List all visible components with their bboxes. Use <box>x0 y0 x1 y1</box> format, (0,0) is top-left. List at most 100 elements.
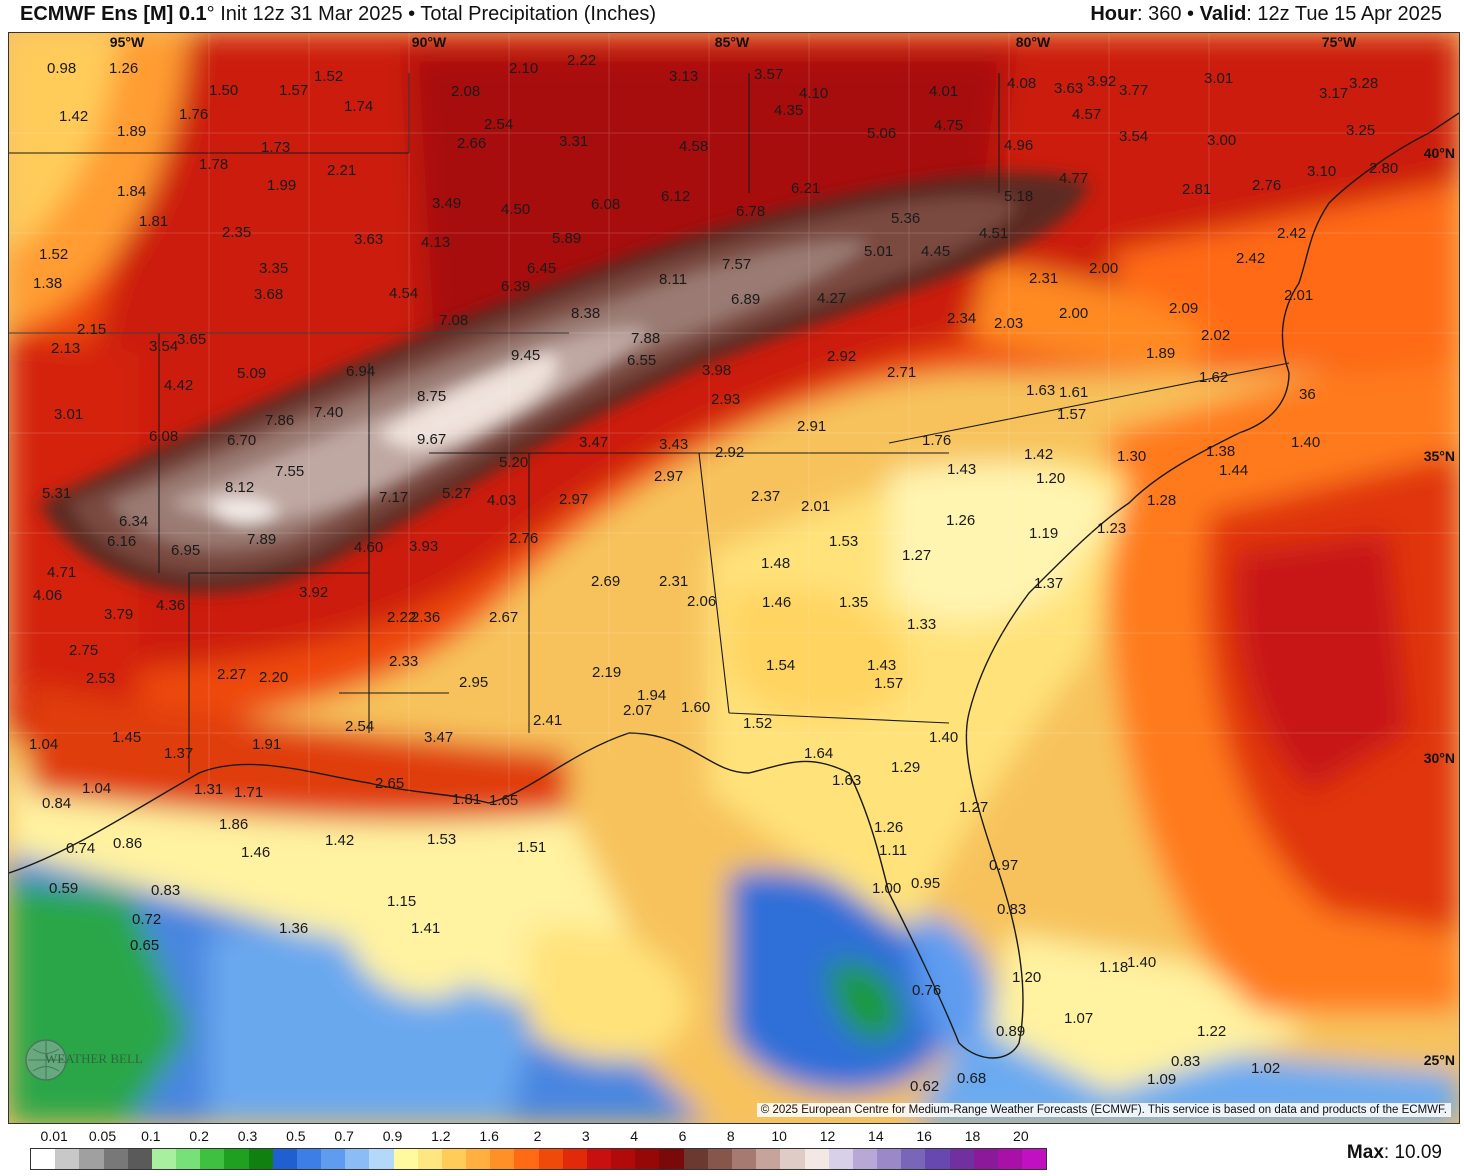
legend-swatch <box>393 1149 418 1169</box>
precip-value: 4.50 <box>501 201 530 218</box>
precip-value: 0.59 <box>49 880 78 897</box>
legend-swatch <box>31 1149 56 1169</box>
precip-value: 3.77 <box>1119 82 1148 99</box>
precip-value: 1.94 <box>637 687 666 704</box>
precip-value: 7.89 <box>247 531 276 548</box>
precip-value-labels: 0.98 1.26 1.52 1.50 1.57 1.74 2.10 2.22 3.13 3.57… <box>29 52 1398 1095</box>
precip-value: 4.45 <box>921 243 950 260</box>
precip-value: 1.73 <box>261 139 290 156</box>
precip-value: 1.54 <box>766 657 795 674</box>
model-name: ECMWF Ens [M] 0.1 <box>20 3 207 25</box>
precip-value: 1.27 <box>959 799 988 816</box>
legend-tick-label: 0.01 <box>40 1128 68 1144</box>
precip-value: 6.34 <box>119 513 148 530</box>
precip-value: 1.52 <box>314 68 343 85</box>
precip-value: 3.93 <box>409 538 438 555</box>
precip-value: 6.21 <box>791 180 820 197</box>
precip-value: 0.76 <box>912 982 941 999</box>
latitude-label: 25°N <box>1424 1052 1455 1068</box>
legend-swatch <box>248 1149 273 1169</box>
legend-swatch <box>369 1149 394 1169</box>
precip-value: 3.54 <box>1119 128 1148 145</box>
precip-value: 1.57 <box>874 675 903 692</box>
precip-value: 6.94 <box>346 363 375 380</box>
precip-value: 1.42 <box>325 832 354 849</box>
legend-tick-label: 0.3 <box>237 1128 258 1144</box>
precip-value: 1.84 <box>117 183 146 200</box>
precip-value: 2.80 <box>1369 160 1398 177</box>
legend-swatch <box>659 1149 684 1169</box>
precip-value: 2.19 <box>592 664 621 681</box>
precip-value: 2.75 <box>69 642 98 659</box>
legend-swatch <box>683 1149 708 1169</box>
precip-value: 3.47 <box>579 434 608 451</box>
precip-value: 2.69 <box>591 573 620 590</box>
legend-tick-label: 3 <box>581 1128 590 1144</box>
precip-value: 1.44 <box>1219 462 1248 479</box>
legend-swatch <box>586 1149 612 1169</box>
latitude-label: 35°N <box>1424 448 1455 464</box>
precip-value: 2.76 <box>1252 177 1281 194</box>
legend-tick-label: 4 <box>630 1128 639 1144</box>
precip-value: 1.20 <box>1012 969 1041 986</box>
legend-tick-label: 0.9 <box>382 1128 403 1144</box>
precip-value: 1.50 <box>209 82 238 99</box>
precip-value: 2.67 <box>489 609 518 626</box>
precip-value: 7.88 <box>631 330 660 347</box>
legend-swatch <box>828 1149 853 1169</box>
legend-tick-label: 8 <box>726 1128 735 1144</box>
legend-tick-label: 12 <box>819 1128 836 1144</box>
precip-value: 2.33 <box>389 653 418 670</box>
precip-value: 3.79 <box>104 606 133 623</box>
precip-value: 2.20 <box>259 669 288 686</box>
map-canvas: 0.98 1.26 1.52 1.50 1.57 1.74 2.10 2.22 3.13 3.57… <box>9 33 1459 1123</box>
precip-value: 0.84 <box>42 795 71 812</box>
precip-value: 1.60 <box>681 699 710 716</box>
precip-value: 3.31 <box>559 133 588 150</box>
precip-value: 3.63 <box>354 231 383 248</box>
precip-value: 2.01 <box>801 498 830 515</box>
precip-value: 1.81 <box>452 791 481 808</box>
precip-value: 2.31 <box>659 573 688 590</box>
precip-value: 2.06 <box>687 593 716 610</box>
legend-swatch <box>127 1149 152 1169</box>
precip-value: 8.12 <box>225 479 254 496</box>
precip-value: 1.09 <box>1147 1071 1176 1088</box>
precip-value: 1.45 <box>112 729 141 746</box>
legend-tick-label: 6 <box>678 1128 687 1144</box>
precip-value: 5.06 <box>867 125 896 142</box>
precip-value: 2.71 <box>887 364 916 381</box>
product-title: ECMWF Ens [M] 0.1° Init 12z 31 Mar 2025 … <box>20 3 656 26</box>
precip-value: 2.02 <box>1201 327 1230 344</box>
legend-swatch <box>224 1149 249 1169</box>
gulf-coastline <box>9 112 1459 1059</box>
precip-value: 4.27 <box>817 290 846 307</box>
legend-swatch <box>272 1149 297 1169</box>
precip-value: 36 <box>1299 386 1316 403</box>
precip-value: 1.26 <box>874 819 903 836</box>
legend-tick-label: 0.5 <box>286 1128 306 1144</box>
valid-label: Valid <box>1199 3 1247 25</box>
precip-value: 1.52 <box>39 246 68 263</box>
max-label: Max <box>1346 1142 1384 1163</box>
precip-value: 3.43 <box>659 436 688 453</box>
precip-value: 2.09 <box>1169 300 1198 317</box>
precip-value: 4.75 <box>934 117 963 134</box>
precip-value: 1.11 <box>879 842 907 859</box>
precip-value: 2.41 <box>533 712 562 729</box>
precip-value: 0.83 <box>151 882 180 899</box>
precip-value: 7.55 <box>275 463 304 480</box>
precip-value: 1.28 <box>1147 492 1176 509</box>
precip-value: 2.97 <box>654 468 683 485</box>
legend-swatch <box>296 1149 322 1169</box>
precip-value: 3.17 <box>1319 85 1348 102</box>
precip-value: 4.10 <box>799 85 828 102</box>
legend-swatch <box>466 1149 491 1169</box>
precip-value: 1.35 <box>839 594 868 611</box>
precip-value: 4.35 <box>774 102 803 119</box>
precip-value: 1.23 <box>1097 520 1126 537</box>
precip-value: 1.26 <box>109 60 138 77</box>
precipitation-map[interactable]: 0.98 1.26 1.52 1.50 1.57 1.74 2.10 2.22 3.13 3.57… <box>8 32 1460 1124</box>
legend-swatch <box>538 1149 563 1169</box>
longitude-label: 90°W <box>412 34 447 50</box>
